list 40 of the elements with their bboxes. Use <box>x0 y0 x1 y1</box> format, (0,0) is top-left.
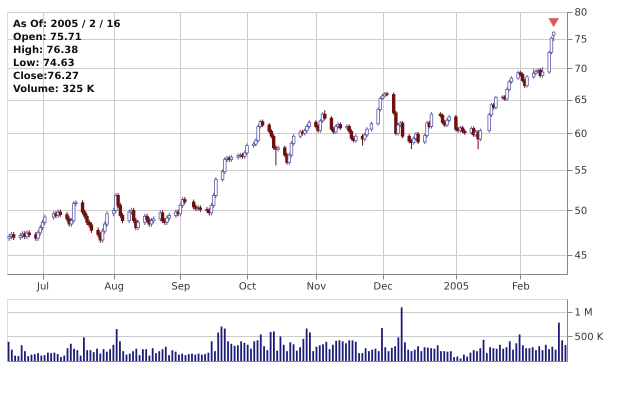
x-tick-label: Sep <box>171 282 190 292</box>
candlestick <box>478 128 482 142</box>
x-tick-label: 2005 <box>444 282 470 292</box>
annotation: Open: 75.71 <box>13 32 82 43</box>
candlestick <box>160 210 164 224</box>
candlestick <box>80 200 84 216</box>
candlestick <box>540 66 544 78</box>
annotation: Volume: 325 K <box>13 84 96 95</box>
candlestick <box>90 222 94 234</box>
y-tick-label: 60 <box>574 128 588 140</box>
y-tick-label: 70 <box>574 64 588 75</box>
candlestick <box>136 219 140 231</box>
y-tick-label: 50 <box>574 206 588 217</box>
y-tick-label: 500 K <box>574 332 604 343</box>
candlestick <box>370 121 374 132</box>
candlestick <box>323 110 326 121</box>
y-tick-label: 45 <box>574 250 588 262</box>
y-tick-label: 80 <box>574 8 588 18</box>
candlestick <box>128 209 131 224</box>
candlestick <box>256 124 260 144</box>
annotation: Low: 74.63 <box>13 58 75 69</box>
y-tick-label: 75 <box>574 34 588 46</box>
x-tick-label: Oct <box>238 282 256 292</box>
x-tick-label: Dec <box>373 282 393 292</box>
candlestick <box>192 199 196 210</box>
y-tick-label: 1 M <box>574 307 593 318</box>
x-tick-label: Nov <box>306 282 326 292</box>
annotation: As Of: 2005 / 2 / 16 <box>13 19 120 30</box>
x-tick-label: Aug <box>104 282 124 292</box>
y-tick-label: 65 <box>574 95 588 106</box>
candlestick <box>525 74 529 88</box>
candlestick <box>330 116 334 132</box>
x-tick-label: Jul <box>36 282 50 292</box>
candlestick <box>454 114 458 132</box>
annotation: Close:76.27 <box>13 71 80 82</box>
annotation: High: 76.38 <box>13 45 78 56</box>
y-tick-label: 55 <box>574 166 588 177</box>
candlestick <box>396 122 400 136</box>
candlestick <box>350 128 354 141</box>
x-tick-label: Feb <box>512 282 530 292</box>
